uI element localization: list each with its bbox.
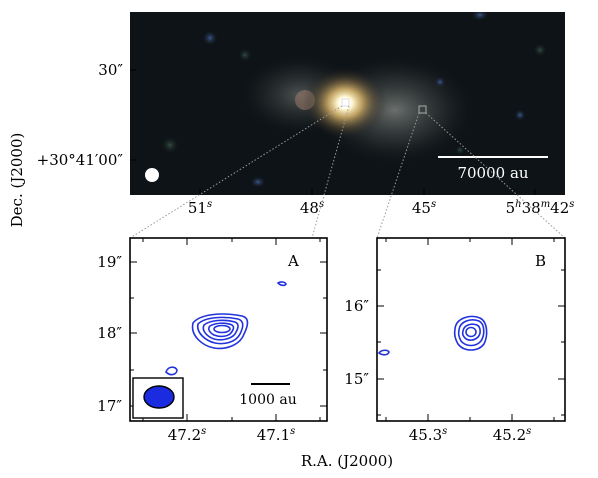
faint-star: [250, 176, 266, 188]
beam-marker: [145, 168, 159, 182]
faint-star: [455, 145, 465, 155]
panel-a: A 1000 au: [129, 237, 328, 422]
top-scalebar-label: 70000 au: [457, 164, 528, 182]
region-box-a: [341, 98, 350, 107]
x-axis-label: R.A. (J2000): [301, 452, 393, 470]
panel-b-ticks: [377, 238, 565, 421]
faint-star: [434, 76, 446, 88]
zoom-lines: [129, 105, 566, 239]
faint-star: [238, 48, 252, 62]
panel-a-scalebar-label: 1000 au: [239, 392, 296, 408]
top-ticks: [130, 69, 536, 195]
panel-b-contours: [377, 315, 488, 356]
panel-b-ytick-15: 15″: [344, 370, 369, 388]
faint-star: [533, 43, 547, 57]
faint-star: [471, 12, 489, 21]
panel-a-contours: [165, 281, 287, 376]
panel-a-xtick-471: 47.1s: [257, 426, 296, 444]
panel-a-xtick-472: 47.2s: [168, 426, 207, 444]
top-ytick-30: 30″: [98, 61, 123, 79]
panel-b-xtick-452: 45.2s: [493, 426, 532, 444]
panel-b-xtick-453: 45.3s: [409, 426, 448, 444]
top-ytick-4100: +30°41′00″: [37, 151, 124, 169]
panel-a-letter: A: [287, 252, 299, 270]
panel-a-ytick-18: 18″: [97, 324, 122, 342]
panel-a-ticks: [130, 238, 327, 421]
faint-star: [514, 109, 526, 121]
sky-image: 70000 au: [130, 12, 565, 195]
panel-a-ytick-19: 19″: [97, 253, 122, 271]
top-xtick-45: 45s: [412, 199, 436, 217]
top-xtick-53842: 5h38m42s: [506, 199, 575, 217]
top-xtick-51: 51s: [188, 199, 212, 217]
panel-b-letter: B: [535, 252, 546, 270]
panel-a-beam: [143, 385, 175, 409]
faint-star: [202, 30, 218, 46]
faint-star: [161, 136, 179, 154]
y-axis-label: Dec. (J2000): [8, 133, 26, 228]
panel-b: B: [376, 237, 566, 422]
panel-b-ytick-16: 16″: [344, 297, 369, 315]
region-box-b: [418, 105, 427, 114]
panel-a-ytick-17: 17″: [97, 397, 122, 415]
panel-b-frame: [376, 237, 566, 422]
